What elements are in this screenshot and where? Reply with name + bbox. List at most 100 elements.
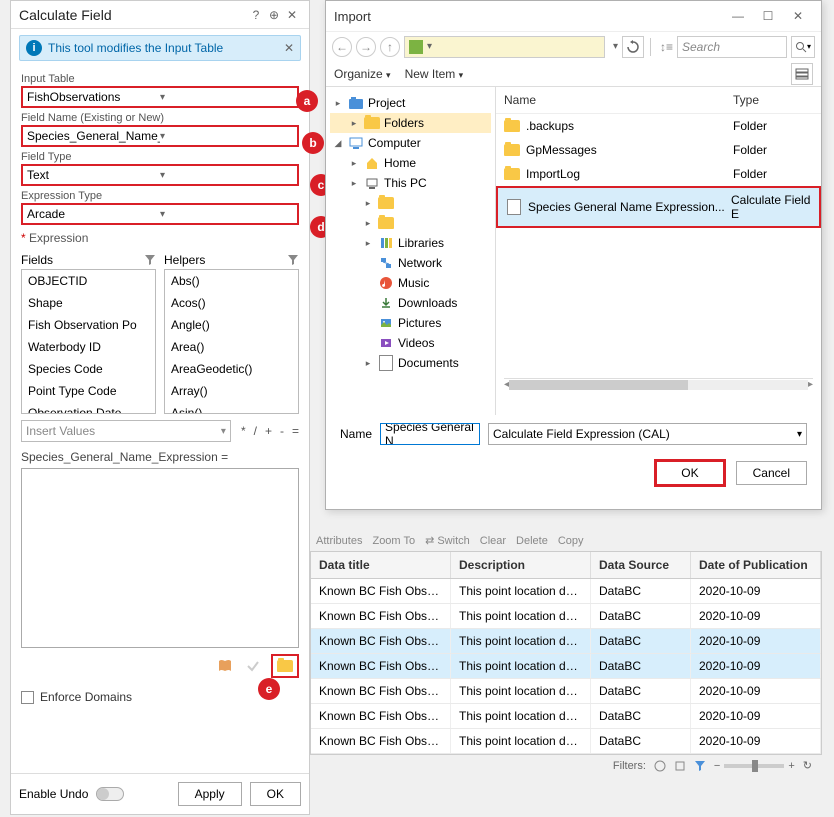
check-icon[interactable] <box>243 657 263 675</box>
close-button[interactable]: ✕ <box>783 2 813 30</box>
search-button[interactable]: ▾ <box>791 36 815 58</box>
insert-values-dropdown[interactable]: Insert Values ▾ <box>21 420 231 442</box>
table-row[interactable]: Known BC Fish Observ...This point locati… <box>311 654 821 679</box>
table-row[interactable]: Known BC Fish Observ...This point locati… <box>311 704 821 729</box>
file-row[interactable]: ImportLogFolder <box>496 162 821 186</box>
file-row[interactable]: GpMessagesFolder <box>496 138 821 162</box>
filter-icon[interactable] <box>654 760 666 772</box>
tree-item-thispc[interactable]: ▸This PC <box>330 173 491 193</box>
filter-funnel-icon[interactable] <box>694 760 706 772</box>
toolbar-delete[interactable]: Delete <box>516 535 548 547</box>
path-box[interactable]: ▾ <box>404 36 605 58</box>
cancel-button[interactable]: Cancel <box>736 461 807 485</box>
help-icon[interactable]: ? <box>247 6 265 24</box>
th-title[interactable]: Data title <box>311 552 451 578</box>
list-item[interactable]: Waterbody ID <box>22 336 155 358</box>
new-item-menu[interactable]: New Item ▾ <box>405 67 464 81</box>
list-item[interactable]: Point Type Code <box>22 380 155 402</box>
open-folder-button[interactable] <box>271 654 299 678</box>
table-row[interactable]: Known BC Fish Observ...This point locati… <box>311 604 821 629</box>
list-item[interactable]: Fish Observation Po <box>22 314 155 336</box>
enable-undo-toggle[interactable] <box>96 787 124 801</box>
tree-item-folder-blank[interactable]: ▸ <box>330 193 491 213</box>
field-type-dropdown[interactable]: Text ▾ <box>21 164 299 186</box>
tree-item-libraries[interactable]: ▸Libraries <box>330 233 491 253</box>
file-row[interactable]: .backupsFolder <box>496 114 821 138</box>
toolbar-copy[interactable]: Copy <box>558 535 584 547</box>
tree-item-documents[interactable]: ▸Documents <box>330 353 491 373</box>
tree-item-network[interactable]: Network <box>330 253 491 273</box>
th-desc[interactable]: Description <box>451 552 591 578</box>
tree-item-computer[interactable]: ◢Computer <box>330 133 491 153</box>
tree-item-videos[interactable]: Videos <box>330 333 491 353</box>
filter-icon[interactable] <box>287 254 299 266</box>
organize-menu[interactable]: Organize ▾ <box>334 67 391 81</box>
filter-icon[interactable] <box>674 760 686 772</box>
tree-item-folders[interactable]: ▸Folders <box>330 113 491 133</box>
list-item[interactable]: Asin() <box>165 402 298 414</box>
table-row[interactable]: Known BC Fish Observ...This point locati… <box>311 629 821 654</box>
list-item[interactable]: Abs() <box>165 270 298 292</box>
toolbar-switch[interactable]: ⇄ Switch <box>425 534 470 547</box>
file-row[interactable]: Species General Name Expression...Calcul… <box>496 186 821 228</box>
folder-tree[interactable]: ▸Project ▸Folders ◢Computer ▸Home ▸This … <box>326 87 496 415</box>
options-icon[interactable]: ⊕ <box>265 6 283 24</box>
maximize-button[interactable]: ☐ <box>753 2 783 30</box>
list-item[interactable]: Acos() <box>165 292 298 314</box>
list-item[interactable]: Observation Date <box>22 402 155 414</box>
enforce-domains-checkbox[interactable] <box>21 691 34 704</box>
th-source[interactable]: Data Source <box>591 552 691 578</box>
sort-icon[interactable]: ↕≡ <box>660 40 673 54</box>
th-date[interactable]: Date of Publication <box>691 552 821 578</box>
table-row[interactable]: Known BC Fish Observ...This point locati… <box>311 729 821 754</box>
apply-button[interactable]: Apply <box>178 782 242 806</box>
col-name[interactable]: Name <box>504 93 733 107</box>
table-row[interactable]: Known BC Fish Observ...This point locati… <box>311 579 821 604</box>
tree-item-folder-blank[interactable]: ▸ <box>330 213 491 233</box>
col-type[interactable]: Type <box>733 93 813 107</box>
list-item[interactable]: AreaGeodetic() <box>165 358 298 380</box>
list-item[interactable]: Angle() <box>165 314 298 336</box>
list-item[interactable]: Shape <box>22 292 155 314</box>
table-row[interactable]: Known BC Fish Observ...This point locati… <box>311 679 821 704</box>
list-item[interactable]: Array() <box>165 380 298 402</box>
field-name-dropdown[interactable]: Species_General_Name_Expression ▾ <box>21 125 299 147</box>
search-input[interactable]: Search <box>677 36 787 58</box>
fields-listbox[interactable]: OBJECTIDShapeFish Observation PoWaterbod… <box>21 269 156 414</box>
toolbar-attributes[interactable]: Attributes <box>316 535 362 547</box>
zoom-control[interactable]: −+ <box>714 760 795 772</box>
expression-textarea[interactable] <box>21 468 299 648</box>
ok-button[interactable]: OK <box>250 782 301 806</box>
book-icon[interactable] <box>215 657 235 675</box>
tree-item-pictures[interactable]: Pictures <box>330 313 491 333</box>
back-button[interactable]: ← <box>332 37 352 57</box>
op-button[interactable]: = <box>292 424 299 438</box>
list-item[interactable]: Species Code <box>22 358 155 380</box>
op-button[interactable]: - <box>280 424 284 438</box>
view-mode-button[interactable] <box>791 63 813 85</box>
up-button[interactable]: ↑ <box>380 37 400 57</box>
toolbar-zoom[interactable]: Zoom To <box>372 535 415 547</box>
tree-item-home[interactable]: ▸Home <box>330 153 491 173</box>
filter-icon[interactable] <box>144 254 156 266</box>
file-type-select[interactable]: Calculate Field Expression (CAL)▾ <box>488 423 807 445</box>
info-close-icon[interactable]: ✕ <box>284 41 294 55</box>
expr-type-dropdown[interactable]: Arcade ▾ <box>21 203 299 225</box>
list-item[interactable]: Area() <box>165 336 298 358</box>
minimize-button[interactable]: — <box>723 2 753 30</box>
ok-button[interactable]: OK <box>654 459 725 487</box>
op-button[interactable]: * <box>241 424 246 438</box>
toolbar-clear[interactable]: Clear <box>480 535 506 547</box>
tree-item-project[interactable]: ▸Project <box>330 93 491 113</box>
refresh-button[interactable] <box>622 36 644 58</box>
tree-item-music[interactable]: Music <box>330 273 491 293</box>
op-button[interactable]: + <box>265 424 272 438</box>
zoom-reset-icon[interactable]: ↻ <box>803 759 812 772</box>
op-button[interactable]: / <box>254 424 257 438</box>
input-table-dropdown[interactable]: FishObservations ▾ <box>21 86 299 108</box>
list-item[interactable]: OBJECTID <box>22 270 155 292</box>
helpers-listbox[interactable]: Abs()Acos()Angle()Area()AreaGeodetic()Ar… <box>164 269 299 414</box>
name-input[interactable]: Species General N <box>380 423 480 445</box>
tree-item-downloads[interactable]: Downloads <box>330 293 491 313</box>
forward-button[interactable]: → <box>356 37 376 57</box>
